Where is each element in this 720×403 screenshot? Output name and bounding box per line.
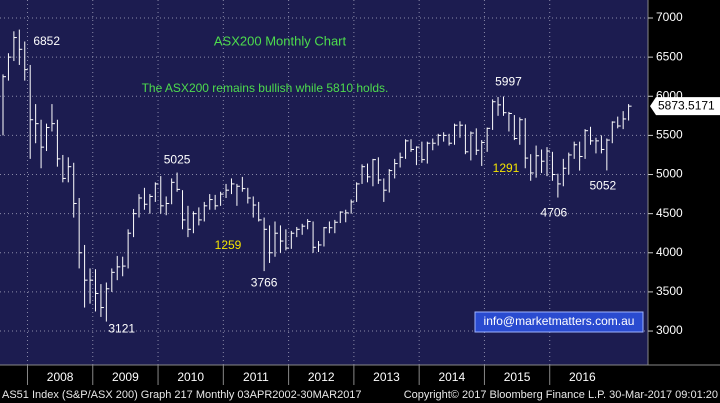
annotation: 1291 [493,161,520,175]
y-tick-label: 3500 [656,284,683,298]
y-tick-label: 5000 [656,167,683,181]
y-tick-label: 3000 [656,323,683,337]
value-label: 5997 [495,75,522,89]
price-marker [650,97,720,116]
y-tick-label: 7000 [656,10,683,24]
value-label: 4706 [541,206,568,220]
value-label: 3121 [108,322,135,336]
footer-left: AS51 Index (S&P/ASX 200) Graph 217 Month… [2,389,362,401]
email: info@marketmatters.com.au [484,314,635,328]
x-tick-label: 2012 [308,370,335,384]
last-price: 5873.5171 [658,98,715,112]
x-tick-label: 2008 [47,370,74,384]
y-tick-label: 4500 [656,206,683,220]
value-label: 5052 [589,179,616,193]
y-tick-label: 4000 [656,245,683,259]
x-tick-label: 2015 [504,370,531,384]
annotation: 1259 [215,238,242,252]
plot-background [0,0,648,365]
x-tick-label: 2009 [112,370,139,384]
value-label: 5025 [164,153,191,167]
footer-right: Copyright© 2017 Bloomberg Finance L.P. 3… [404,389,718,401]
x-tick-label: 2016 [569,370,596,384]
x-tick-label: 2011 [243,370,269,384]
x-tick-label: 2013 [373,370,400,384]
bars [2,29,632,322]
email-box [474,311,644,333]
value-label: 3766 [251,275,278,289]
value-label: 6852 [33,34,60,48]
x-tick-label: 2010 [177,370,204,384]
chart-subtitle: The ASX200 remains bullish while 5810 ho… [142,81,389,95]
y-tick-label: 5500 [656,128,683,142]
grid [0,0,648,365]
y-tick-label: 6500 [656,49,683,63]
x-tick-label: 2014 [438,370,465,384]
chart-title: ASX200 Monthly Chart [214,33,347,48]
